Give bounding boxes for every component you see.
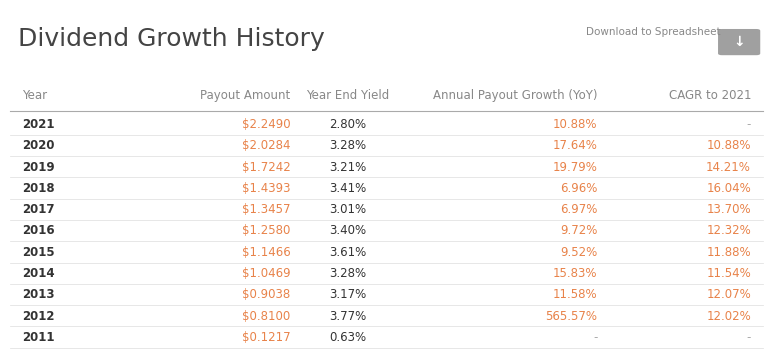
Text: 10.88%: 10.88% — [553, 118, 598, 131]
Text: 2020: 2020 — [22, 139, 54, 152]
Text: $1.2580: $1.2580 — [242, 224, 291, 237]
Text: 3.01%: 3.01% — [329, 203, 366, 216]
Text: 2016: 2016 — [22, 224, 55, 237]
Text: 2.80%: 2.80% — [329, 118, 366, 131]
Text: 10.88%: 10.88% — [707, 139, 751, 152]
Text: Payout Amount: Payout Amount — [200, 89, 291, 102]
Text: 3.28%: 3.28% — [329, 139, 366, 152]
Text: Dividend Growth History: Dividend Growth History — [18, 27, 325, 51]
Text: 9.52%: 9.52% — [560, 246, 598, 259]
Text: 6.96%: 6.96% — [560, 182, 598, 195]
Text: 2019: 2019 — [22, 160, 55, 174]
Text: 3.21%: 3.21% — [329, 160, 366, 174]
Text: 15.83%: 15.83% — [553, 267, 598, 280]
FancyBboxPatch shape — [718, 29, 760, 55]
Text: 9.72%: 9.72% — [560, 224, 598, 237]
Text: 6.97%: 6.97% — [560, 203, 598, 216]
Text: 12.07%: 12.07% — [707, 288, 751, 301]
Text: ↓: ↓ — [734, 35, 745, 49]
Text: 16.04%: 16.04% — [707, 182, 751, 195]
Text: 2013: 2013 — [22, 288, 54, 301]
Text: 2012: 2012 — [22, 310, 54, 323]
Text: Year End Yield: Year End Yield — [307, 89, 390, 102]
Text: $1.3457: $1.3457 — [242, 203, 291, 216]
Text: Annual Payout Growth (YoY): Annual Payout Growth (YoY) — [433, 89, 598, 102]
Text: 11.54%: 11.54% — [707, 267, 751, 280]
Text: 19.79%: 19.79% — [553, 160, 598, 174]
Text: 2015: 2015 — [22, 246, 55, 259]
Text: 13.70%: 13.70% — [707, 203, 751, 216]
Text: 3.41%: 3.41% — [329, 182, 366, 195]
Text: 2018: 2018 — [22, 182, 55, 195]
Text: 2011: 2011 — [22, 331, 54, 344]
Text: 17.64%: 17.64% — [553, 139, 598, 152]
Text: 12.02%: 12.02% — [707, 310, 751, 323]
Text: Download to Spreadsheet: Download to Spreadsheet — [586, 27, 720, 37]
Text: 3.17%: 3.17% — [329, 288, 366, 301]
Text: 2014: 2014 — [22, 267, 55, 280]
Text: -: - — [747, 118, 751, 131]
Text: $1.4393: $1.4393 — [242, 182, 291, 195]
Text: 11.88%: 11.88% — [707, 246, 751, 259]
Text: 3.77%: 3.77% — [329, 310, 366, 323]
Text: 565.57%: 565.57% — [546, 310, 598, 323]
Text: $0.9038: $0.9038 — [242, 288, 291, 301]
Text: -: - — [593, 331, 598, 344]
Text: 3.40%: 3.40% — [329, 224, 366, 237]
Text: Year: Year — [22, 89, 47, 102]
Text: $2.0284: $2.0284 — [242, 139, 291, 152]
Text: 11.58%: 11.58% — [553, 288, 598, 301]
Text: CAGR to 2021: CAGR to 2021 — [669, 89, 751, 102]
Text: 2017: 2017 — [22, 203, 54, 216]
Text: 12.32%: 12.32% — [707, 224, 751, 237]
Text: $1.7242: $1.7242 — [242, 160, 291, 174]
Text: -: - — [747, 331, 751, 344]
Text: 3.28%: 3.28% — [329, 267, 366, 280]
Text: $1.1466: $1.1466 — [242, 246, 291, 259]
Text: $0.1217: $0.1217 — [242, 331, 291, 344]
Text: 0.63%: 0.63% — [329, 331, 366, 344]
Text: $2.2490: $2.2490 — [242, 118, 291, 131]
Text: $1.0469: $1.0469 — [242, 267, 291, 280]
Text: 14.21%: 14.21% — [707, 160, 751, 174]
Text: 2021: 2021 — [22, 118, 54, 131]
Text: 3.61%: 3.61% — [329, 246, 366, 259]
Text: $0.8100: $0.8100 — [242, 310, 291, 323]
